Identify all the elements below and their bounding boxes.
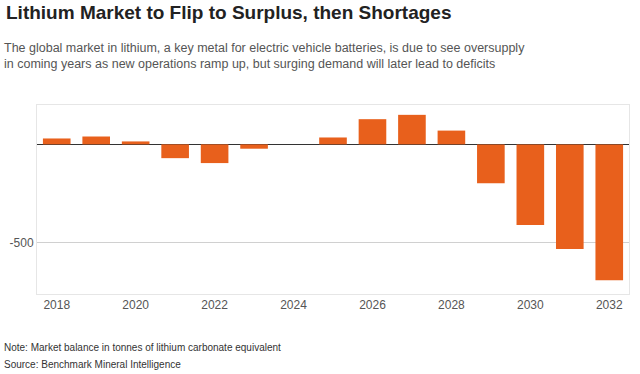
svg-text:2022: 2022 [201,298,228,312]
svg-text:Lithium Market to Flip to Surp: Lithium Market to Flip to Surplus, then … [6,2,451,23]
svg-text:2032: 2032 [596,298,623,312]
svg-text:2020: 2020 [122,298,149,312]
svg-text:Source: Benchmark Mineral Inte: Source: Benchmark Mineral Intelligence [4,359,181,370]
svg-text:2028: 2028 [438,298,465,312]
svg-text:The global market in lithium,: The global market in lithium, a key meta… [4,41,525,71]
svg-text:-500: -500 [10,236,34,250]
svg-text:2018: 2018 [43,298,70,312]
svg-text:Note: Market balance in tonnes: Note: Market balance in tonnes of lithiu… [4,342,281,353]
svg-text:2030: 2030 [517,298,544,312]
svg-text:2024: 2024 [280,298,307,312]
svg-text:2026: 2026 [359,298,386,312]
